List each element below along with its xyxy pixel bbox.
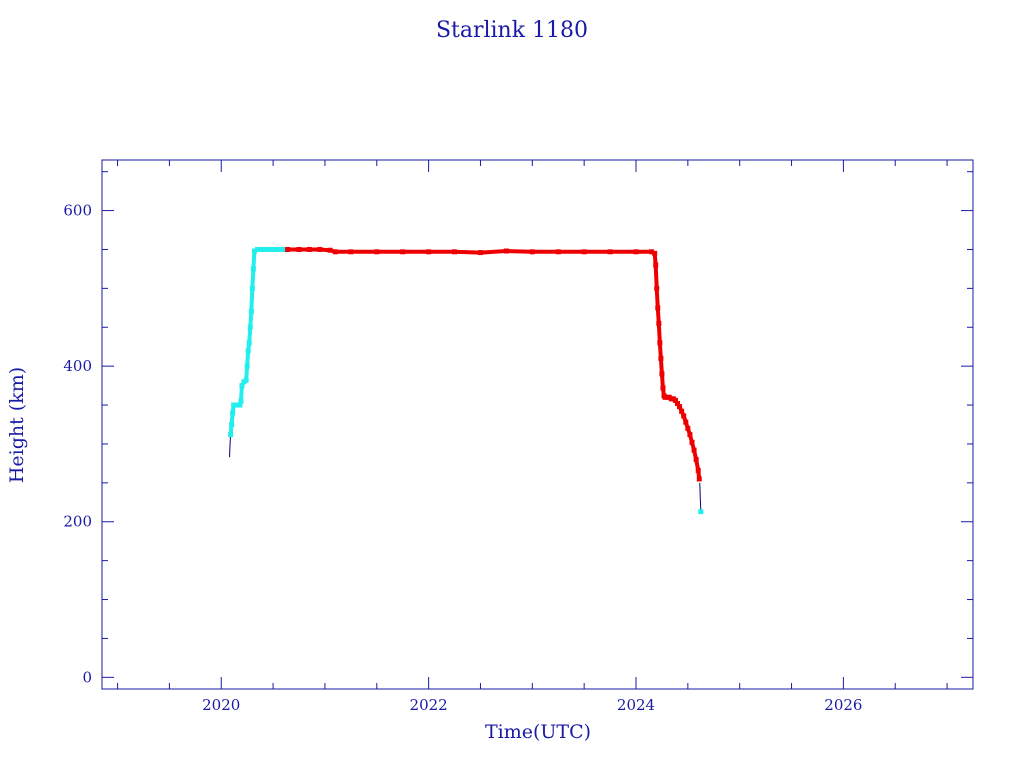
data-point [652,250,658,256]
series-band-segment [452,249,483,255]
data-point [280,246,286,252]
data-point [270,246,276,252]
data-point [296,246,302,252]
data-point [229,422,235,427]
x-axis-label: Time(UTC) [485,721,591,743]
data-point [246,340,252,346]
data-point [607,249,613,255]
data-point [477,250,483,256]
data-point [581,249,587,255]
data-point [248,309,254,315]
data-point [247,324,253,330]
data-point [255,246,261,252]
x-tick-label: 2024 [617,696,655,714]
data-point [238,398,244,404]
x-tick-label: 2020 [202,696,240,714]
series-line-segment [699,482,701,499]
y-tick-label: 600 [63,202,92,220]
data-point [683,419,689,425]
series-layer [228,246,704,515]
series-band-segment [247,325,253,345]
data-point [243,377,249,383]
data-point [265,246,271,252]
series-band-segment [504,249,535,254]
data-point [452,249,458,255]
data-point [657,340,663,346]
data-point [503,248,509,254]
axis-ticks [102,160,973,689]
data-point [260,246,266,252]
series-band-segment [249,286,255,314]
plot-frame [101,159,974,690]
data-point [698,509,704,515]
data-point [656,320,662,326]
series-band-segment [657,340,663,361]
series-band-segment [478,249,509,255]
data-point [400,249,406,255]
series-band-segment [653,263,659,291]
data-point [685,425,691,431]
data-point [317,246,323,252]
data-point [348,249,354,255]
data-point [332,249,338,255]
data-point [693,457,699,463]
x-tick-label: 2026 [824,696,862,714]
data-point [658,355,664,361]
y-tick-label: 200 [63,513,92,531]
data-point [426,249,432,255]
x-tick-label: 2022 [410,696,448,714]
data-point [239,383,245,389]
data-point [374,249,380,255]
data-point [230,410,236,416]
series-band-segment [248,309,254,330]
series-band-segment [245,348,251,369]
data-point [653,262,659,268]
data-point [677,404,683,410]
data-point [633,249,639,255]
data-point [327,247,333,253]
data-point [659,371,665,377]
data-point [655,305,661,311]
data-point [660,385,666,391]
data-point [672,397,678,403]
series-band-segment [656,321,662,345]
axis-tick-labels: 2020 2022 2024 2026 0 200 400 600 [63,202,862,714]
data-point [285,246,291,252]
data-point [689,439,695,445]
y-axis-label: Height (km) [6,367,28,483]
series-band-segment [250,266,256,291]
data-point [251,248,257,254]
data-point [696,476,702,482]
series-band-segment [655,305,661,326]
series-band-segment [654,286,660,310]
data-point [249,285,255,291]
data-point [250,266,256,272]
data-point [228,432,234,438]
data-point [555,249,561,255]
series-band-segment [238,383,244,404]
data-point [244,363,250,369]
data-point [674,400,680,406]
data-point [681,413,687,419]
data-point [649,249,655,255]
series-line-segment [229,443,231,458]
data-point [695,467,701,473]
data-point [275,246,281,252]
data-point [529,249,535,255]
y-tick-label: 0 [82,668,92,686]
series-band-segment [251,249,257,271]
y-tick-label: 400 [63,357,92,375]
data-point [687,432,693,438]
data-point [237,402,243,408]
series-band-segment [658,356,664,376]
data-point [691,447,697,453]
data-point [654,285,660,291]
data-point [245,348,251,354]
data-point [306,246,312,252]
data-point [679,408,685,414]
chart-title: Starlink 1180 [436,18,588,43]
